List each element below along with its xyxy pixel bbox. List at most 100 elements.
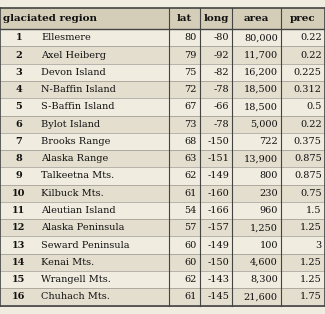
Text: 67: 67 xyxy=(184,102,197,111)
Text: 3: 3 xyxy=(316,241,322,250)
Text: prec: prec xyxy=(290,14,316,23)
Text: 230: 230 xyxy=(259,189,278,198)
Bar xyxy=(0,8,325,29)
Text: -80: -80 xyxy=(214,33,229,42)
Text: 57: 57 xyxy=(184,223,197,232)
Text: -151: -151 xyxy=(207,154,229,163)
Text: N-Baffin Island: N-Baffin Island xyxy=(41,85,116,94)
Text: 16,200: 16,200 xyxy=(244,68,278,77)
Bar xyxy=(0,116,325,133)
Text: -157: -157 xyxy=(207,223,229,232)
Text: 5,000: 5,000 xyxy=(250,120,278,129)
Text: 18,500: 18,500 xyxy=(244,85,278,94)
Text: 0.312: 0.312 xyxy=(294,85,322,94)
Text: -166: -166 xyxy=(207,206,229,215)
Text: 0.875: 0.875 xyxy=(294,171,322,181)
Text: 60: 60 xyxy=(184,258,197,267)
Bar xyxy=(0,288,325,306)
Text: Brooks Range: Brooks Range xyxy=(41,137,110,146)
Text: -78: -78 xyxy=(214,85,229,94)
Text: 73: 73 xyxy=(184,120,197,129)
Text: -143: -143 xyxy=(207,275,229,284)
Text: 8: 8 xyxy=(15,154,22,163)
Text: Ellesmere: Ellesmere xyxy=(41,33,91,42)
Text: 0.22: 0.22 xyxy=(300,120,322,129)
Text: 6: 6 xyxy=(15,120,22,129)
Text: -92: -92 xyxy=(214,51,229,60)
Text: 0.22: 0.22 xyxy=(300,51,322,60)
Text: 1.25: 1.25 xyxy=(300,223,322,232)
Bar xyxy=(0,254,325,271)
Text: 0.875: 0.875 xyxy=(294,154,322,163)
Text: 62: 62 xyxy=(184,275,197,284)
Text: 800: 800 xyxy=(259,171,278,181)
Text: 12: 12 xyxy=(12,223,25,232)
Text: -150: -150 xyxy=(207,137,229,146)
Text: 15: 15 xyxy=(12,275,25,284)
Text: -82: -82 xyxy=(214,68,229,77)
Text: 14: 14 xyxy=(12,258,25,267)
Text: 9: 9 xyxy=(15,171,22,181)
Text: 75: 75 xyxy=(184,68,197,77)
Text: glaciated region: glaciated region xyxy=(3,14,97,23)
Text: 10: 10 xyxy=(12,189,25,198)
Text: Seward Peninsula: Seward Peninsula xyxy=(41,241,130,250)
Text: 1.75: 1.75 xyxy=(300,292,322,301)
Text: -149: -149 xyxy=(207,171,229,181)
Text: 4: 4 xyxy=(15,85,22,94)
Text: 16: 16 xyxy=(12,292,25,301)
Text: 80,000: 80,000 xyxy=(244,33,278,42)
Text: 1: 1 xyxy=(15,33,22,42)
Text: Bylot Island: Bylot Island xyxy=(41,120,100,129)
Text: 0.75: 0.75 xyxy=(300,189,322,198)
Text: lat: lat xyxy=(177,14,192,23)
Text: Alaska Peninsula: Alaska Peninsula xyxy=(41,223,125,232)
Text: 61: 61 xyxy=(184,292,197,301)
Text: 100: 100 xyxy=(259,241,278,250)
Text: 13: 13 xyxy=(12,241,25,250)
Text: 1.25: 1.25 xyxy=(300,275,322,284)
Text: Chuhach Mts.: Chuhach Mts. xyxy=(41,292,110,301)
Text: -160: -160 xyxy=(207,189,229,198)
Text: Kenai Mts.: Kenai Mts. xyxy=(41,258,95,267)
Text: 0.22: 0.22 xyxy=(300,33,322,42)
Bar xyxy=(0,81,325,98)
Text: 13,900: 13,900 xyxy=(244,154,278,163)
Text: area: area xyxy=(244,14,269,23)
Text: Kilbuck Mts.: Kilbuck Mts. xyxy=(41,189,104,198)
Text: 4,600: 4,600 xyxy=(250,258,278,267)
Text: -78: -78 xyxy=(214,120,229,129)
Text: 1,250: 1,250 xyxy=(250,223,278,232)
Text: 68: 68 xyxy=(184,137,197,146)
Text: 722: 722 xyxy=(259,137,278,146)
Text: 80: 80 xyxy=(184,33,197,42)
Text: 11,700: 11,700 xyxy=(244,51,278,60)
Text: 0.225: 0.225 xyxy=(294,68,322,77)
Text: 21,600: 21,600 xyxy=(244,292,278,301)
Text: 5: 5 xyxy=(15,102,22,111)
Text: Aleutian Island: Aleutian Island xyxy=(41,206,116,215)
Text: 54: 54 xyxy=(184,206,197,215)
Text: 60: 60 xyxy=(184,241,197,250)
Text: Alaska Range: Alaska Range xyxy=(41,154,109,163)
Text: 62: 62 xyxy=(184,171,197,181)
Bar xyxy=(0,46,325,64)
Text: 61: 61 xyxy=(184,189,197,198)
Text: S-Baffin Island: S-Baffin Island xyxy=(41,102,115,111)
Text: 79: 79 xyxy=(184,51,197,60)
Text: 960: 960 xyxy=(259,206,278,215)
Text: 1.5: 1.5 xyxy=(306,206,322,215)
Text: Axel Heiberg: Axel Heiberg xyxy=(41,51,106,60)
Text: long: long xyxy=(203,14,229,23)
Text: 3: 3 xyxy=(15,68,22,77)
Text: -145: -145 xyxy=(207,292,229,301)
Text: -150: -150 xyxy=(207,258,229,267)
Bar xyxy=(0,150,325,167)
Text: 72: 72 xyxy=(184,85,197,94)
Text: 11: 11 xyxy=(12,206,25,215)
Text: 2: 2 xyxy=(15,51,22,60)
Text: 18,500: 18,500 xyxy=(244,102,278,111)
Text: 8,300: 8,300 xyxy=(250,275,278,284)
Text: -66: -66 xyxy=(214,102,229,111)
Text: Devon Island: Devon Island xyxy=(41,68,106,77)
